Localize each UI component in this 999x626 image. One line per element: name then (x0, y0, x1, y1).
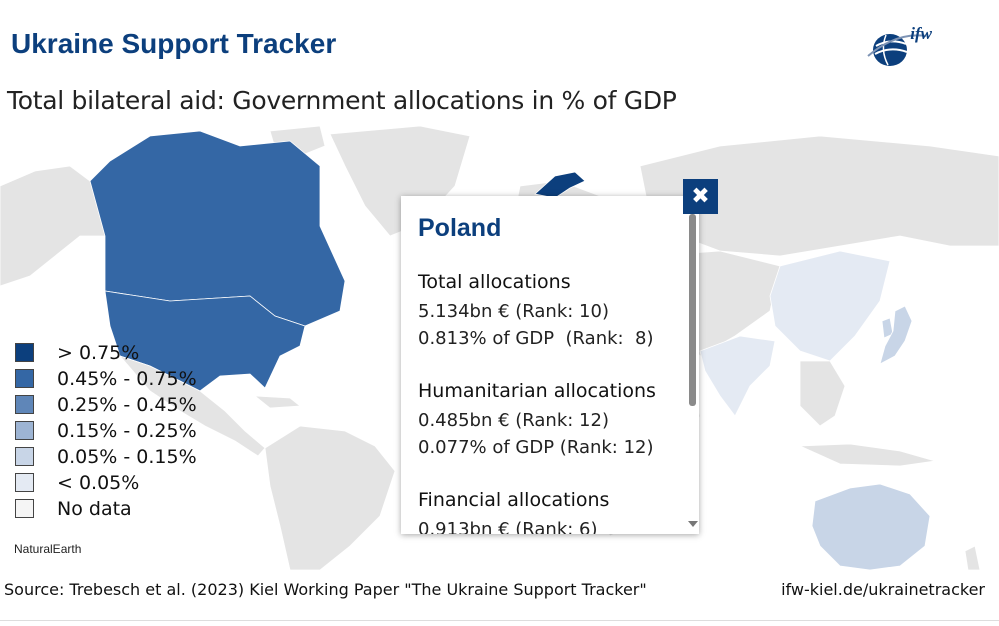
legend-label: 0.05% - 0.15% (57, 446, 197, 468)
popup-content: Poland Total allocations 5.134bn € (Rank… (418, 214, 680, 534)
legend-swatch (15, 395, 34, 414)
region-japan (879, 305, 913, 365)
region-south-america (264, 425, 396, 570)
popup-country-name: Poland (418, 214, 502, 242)
popup-section: Financial allocations 0.913bn € (Rank: 6… (418, 489, 680, 534)
tracker-link[interactable]: ifw-kiel.de/ukrainetracker (781, 580, 985, 599)
ifw-logo: ifw (866, 24, 932, 68)
popup-section: Total allocations 5.134bn € (Rank: 10) 0… (418, 271, 680, 352)
globe-icon (867, 34, 927, 66)
legend-label: > 0.75% (57, 342, 140, 364)
popup-scrollbar[interactable] (689, 214, 696, 406)
region-caribbean (253, 395, 302, 409)
region-southeast-asia (799, 360, 846, 427)
legend-swatch (15, 499, 34, 518)
section-value: 0.813% of GDP (Rank: 8) (418, 328, 654, 349)
region-india (699, 335, 776, 417)
legend-swatch (15, 369, 34, 388)
section-title: Financial allocations (418, 489, 610, 511)
scroll-down-icon[interactable] (688, 521, 698, 527)
region-china (769, 250, 891, 362)
section-value: 5.134bn € (Rank: 10) (418, 301, 609, 322)
divider (0, 620, 999, 621)
region-new-zealand (964, 545, 981, 570)
logo-text: ifw (910, 24, 932, 43)
page-subtitle: Total bilateral aid: Government allocati… (7, 86, 677, 115)
legend-swatch (15, 421, 34, 440)
region-indonesia (799, 443, 936, 467)
legend-swatch (15, 343, 34, 362)
popup-section: Humanitarian allocations 0.485bn € (Rank… (418, 380, 680, 461)
close-icon: ✖ (691, 184, 710, 209)
section-value: 0.077% of GDP (Rank: 12) (418, 437, 654, 458)
region-australia (811, 483, 931, 570)
close-popup-button[interactable]: ✖ (683, 179, 718, 214)
legend-swatch (15, 447, 34, 466)
section-title: Total allocations (418, 271, 571, 293)
source-citation: Source: Trebesch et al. (2023) Kiel Work… (4, 580, 647, 599)
country-popup: Poland Total allocations 5.134bn € (Rank… (401, 196, 699, 534)
legend-label: 0.45% - 0.75% (57, 368, 197, 390)
section-value: 0.913bn € (Rank: 6) (418, 519, 598, 534)
legend-label: 0.15% - 0.25% (57, 420, 197, 442)
section-title: Humanitarian allocations (418, 380, 656, 402)
legend-swatch (15, 473, 34, 492)
section-value: 0.485bn € (Rank: 12) (418, 410, 609, 431)
legend-label: 0.25% - 0.45% (57, 394, 197, 416)
map-attribution: NaturalEarth (14, 542, 82, 556)
legend-label: < 0.05% (57, 472, 140, 494)
legend-label: No data (57, 498, 132, 520)
page-title: Ukraine Support Tracker (11, 28, 337, 59)
